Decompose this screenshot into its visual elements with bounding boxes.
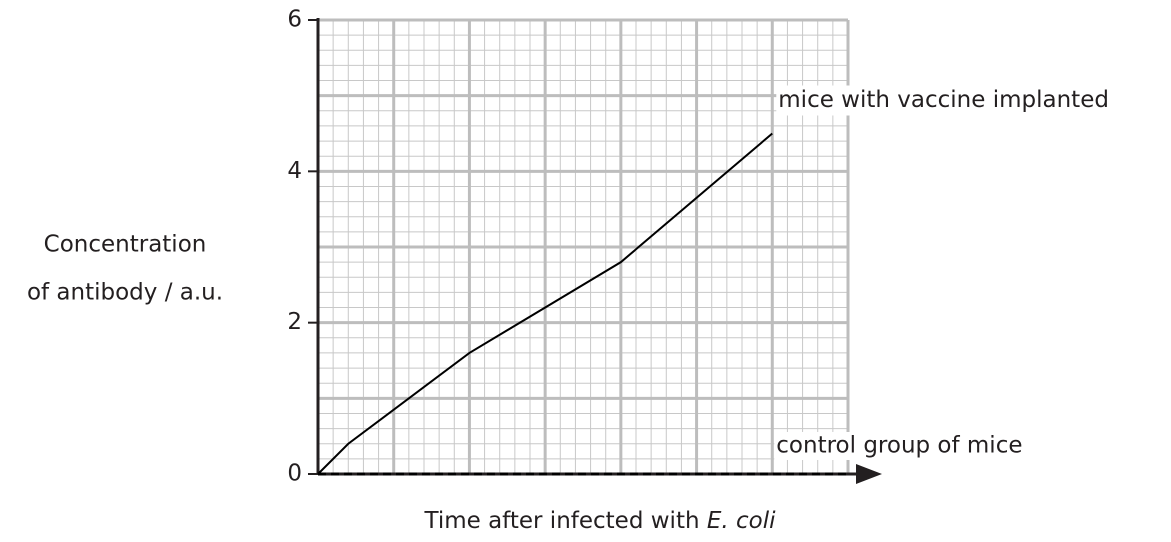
x-axis-label-part: E. coli — [707, 508, 776, 534]
y-tick-label: 4 — [287, 158, 302, 184]
x-axis-label-part: Time after infected with — [423, 508, 706, 534]
y-axis-label: of antibody / a.u. — [27, 280, 223, 306]
line — [317, 132, 773, 475]
label-background — [774, 432, 1065, 460]
y-tick-label: 6 — [287, 7, 302, 33]
series-label: mice with vaccine implanted — [778, 87, 1109, 113]
y-tick-label: 0 — [287, 461, 302, 487]
x-axis-arrow — [856, 464, 882, 484]
x-axis-label: Time after infected with E. coli — [423, 508, 776, 534]
y-axis-label: Concentration — [44, 232, 207, 258]
y-tick-label: 2 — [287, 309, 302, 335]
label-background — [776, 85, 1167, 116]
series-label: control group of mice — [776, 433, 1022, 459]
